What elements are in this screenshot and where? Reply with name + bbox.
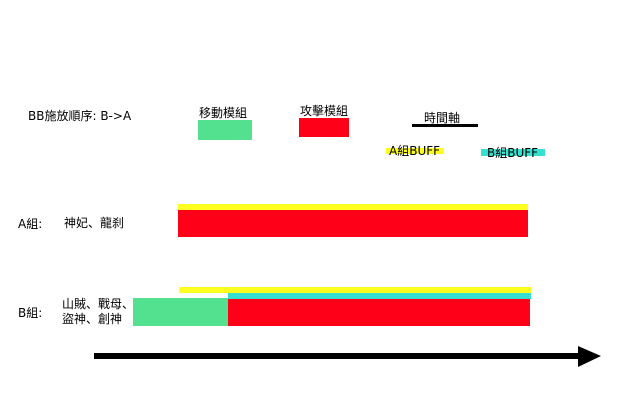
group-b-b-buff-bar xyxy=(228,293,531,299)
group-a-label: A組: xyxy=(18,217,43,231)
group-b-members-line-2: 盜神、創神 xyxy=(62,312,123,326)
group-b-attack-bar xyxy=(228,299,530,326)
legend-move-module-swatch xyxy=(198,120,252,140)
cast-order-label: BB施放順序: B->A xyxy=(28,109,132,123)
legend-b-buff-label: B組BUFF xyxy=(487,146,539,160)
legend-a-buff-label: A組BUFF xyxy=(389,144,441,158)
group-b-move-bar xyxy=(133,298,228,326)
group-a-buff-bar xyxy=(178,204,528,210)
group-b-label: B組: xyxy=(18,306,43,320)
legend-a-buff-swatch xyxy=(386,148,444,154)
group-a-attack-bar xyxy=(178,210,528,237)
legend-timeline-label: 時間軸 xyxy=(424,111,461,125)
legend-attack-module-swatch xyxy=(299,118,349,137)
time-arrow-head xyxy=(578,346,601,367)
legend-attack-module-label: 攻擊模組 xyxy=(300,104,349,118)
group-a-members-line-1: 神妃、龍刹 xyxy=(64,216,125,230)
legend-b-buff-swatch xyxy=(481,149,545,156)
group-b-a-buff-bar xyxy=(179,287,531,293)
legend-timeline-line xyxy=(412,124,478,127)
legend-move-module-label: 移動模組 xyxy=(199,106,248,120)
group-b-members-line-1: 山賊、戰母、 xyxy=(62,297,135,311)
